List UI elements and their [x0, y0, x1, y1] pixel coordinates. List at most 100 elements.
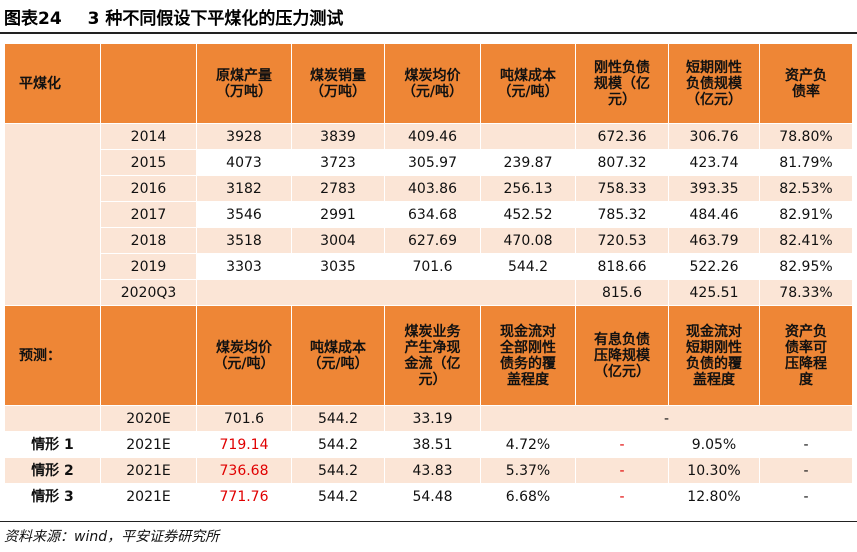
header-line: 负债的覆	[686, 355, 742, 372]
debt-ratio-cell: 78.80%	[759, 123, 853, 150]
cost-cell	[480, 123, 576, 150]
year-cell: 2021E	[100, 483, 197, 510]
cover-short-cell: 12.80%	[668, 483, 760, 510]
debt-ratio-cell: 82.53%	[759, 175, 853, 202]
short-debt-cell: 484.46	[668, 201, 760, 228]
header-line: （元/吨）	[213, 355, 275, 372]
cost-cell: 544.2	[291, 405, 385, 432]
forecast-header-row: 预测： 煤炭均价 （元/吨） 吨煤成本 （元/吨） 煤炭业务 产生净现 金流（亿 元） 现金流对全…	[4, 305, 853, 406]
cost-cell: 452.52	[480, 201, 576, 228]
price-cell: 634.68	[384, 201, 481, 228]
output-cell: 3303	[196, 253, 292, 280]
price-cell: 627.69	[384, 227, 481, 254]
year-cell: 2017	[100, 201, 197, 228]
rigid-debt-cell: 672.36	[575, 123, 669, 150]
header-cell: 煤炭业务 产生净现 金流（亿 元）	[384, 305, 481, 406]
cost-cell: 544.2	[291, 431, 385, 458]
year-cell: 2019	[100, 253, 197, 280]
cover-short-cell: 10.30%	[668, 457, 760, 484]
table-row: 2016 3182 2783 403.86 256.13 758.33 393.35 82.5…	[5, 175, 853, 202]
debt-ratio-cell: 82.41%	[759, 227, 853, 254]
header-line: （元/吨）	[497, 83, 559, 100]
header-line: 盖程度	[507, 371, 549, 388]
header-line: 吨煤成本	[500, 67, 556, 84]
cashflow-cell: 33.19	[384, 405, 481, 432]
header-line: 资产负	[785, 67, 827, 84]
header-line: 盖程度	[693, 371, 735, 388]
header-cell: 现金流对 短期刚性 负债的覆 盖程度	[668, 305, 760, 406]
output-cell: 3928	[196, 123, 292, 150]
cashflow-cell: 38.51	[384, 431, 481, 458]
cost-cell: 544.2	[480, 253, 576, 280]
short-debt-cell: 306.76	[668, 123, 760, 150]
debt-reduce-cell: -	[575, 457, 669, 484]
price-cell: 305.97	[384, 149, 481, 176]
header-line: 现金流对	[500, 323, 556, 340]
short-debt-cell: 522.26	[668, 253, 760, 280]
sales-cell: 3004	[291, 227, 385, 254]
price-cell: 719.14	[196, 431, 292, 458]
price-cell: 736.68	[196, 457, 292, 484]
header-cell: 资产负 债率	[759, 43, 853, 124]
rigid-debt-cell: 720.53	[575, 227, 669, 254]
header-line: （元/吨）	[401, 83, 464, 100]
table-body: 平煤化 原煤产量 （万吨） 煤炭销量 （万吨） 煤炭均价 （元/吨） 吨煤成本 （元/吨…	[4, 43, 853, 510]
header-line: 元）	[608, 91, 636, 108]
rigid-debt-cell: 815.6	[575, 279, 669, 306]
scenario-row: 情形 3 2021E 771.76 544.2 54.48 6.68% -12.80% -	[4, 483, 853, 510]
blank-header-cell	[100, 305, 197, 406]
header-line: 元）	[418, 371, 447, 388]
table-row: 2017 3546 2991 634.68 452.52 785.32 484.46 82.9…	[5, 201, 853, 228]
price-cell: 403.86	[384, 175, 481, 202]
scenario-label: 情形 2	[4, 457, 101, 484]
year-cell: 2020Q3	[100, 279, 197, 306]
sales-cell: 3035	[291, 253, 385, 280]
header-line: 金流（亿	[404, 355, 461, 372]
output-cell: 3182	[196, 175, 292, 202]
short-debt-cell: 425.51	[668, 279, 760, 306]
header-cell: 现金流对 全部刚性 债务的覆 盖程度	[480, 305, 576, 406]
debt-ratio-cell: 82.95%	[759, 253, 853, 280]
header-line: 原煤产量	[216, 67, 272, 84]
header-line: 煤炭业务	[404, 323, 461, 340]
header-line: 煤炭均价	[404, 67, 461, 84]
sales-cell: 3839	[291, 123, 385, 150]
header-cell: 有息负债 压降规模 （亿元）	[575, 305, 669, 406]
debt-ratio-cell: 78.33%	[759, 279, 853, 306]
rigid-debt-cell: 785.32	[575, 201, 669, 228]
header-cell: 刚性负债 规模（亿 元）	[575, 43, 669, 124]
source-note: 资料来源：wind，平安证券研究所	[4, 529, 220, 545]
year-cell: 2014	[100, 123, 197, 150]
cover-all-cell: 6.68%	[480, 483, 576, 510]
forecast-row-label: 预测：	[4, 305, 101, 406]
cost-cell: 256.13	[480, 175, 576, 202]
header-line: （亿元）	[594, 363, 650, 380]
ratio-drop-cell: -	[759, 483, 853, 510]
year-cell: 2016	[100, 175, 197, 202]
header-line: 债率	[792, 83, 820, 100]
bottom-rule	[0, 521, 857, 522]
year-cell: 2020E	[100, 405, 197, 432]
sales-cell: 2991	[291, 201, 385, 228]
header-line: 刚性负债	[594, 59, 650, 76]
figure-number: 图表24	[4, 9, 62, 29]
header-line: 资产负	[785, 323, 827, 340]
price-cell: 701.6	[384, 253, 481, 280]
price-cell: 771.76	[196, 483, 292, 510]
header-line: 现金流对	[686, 323, 742, 340]
table-row: 2018 3518 3004 627.69 470.08 720.53 463.79 82.4…	[5, 227, 853, 254]
short-debt-cell: 423.74	[668, 149, 760, 176]
debt-reduce-cell: -	[575, 431, 669, 458]
debt-ratio-cell: 81.79%	[759, 149, 853, 176]
ratio-drop-cell: -	[759, 457, 853, 484]
header-line: 规模（亿	[594, 75, 650, 92]
year-cell: 2021E	[100, 431, 197, 458]
historical-header-row: 平煤化 原煤产量 （万吨） 煤炭销量 （万吨） 煤炭均价 （元/吨） 吨煤成本 （元/吨…	[4, 43, 853, 124]
header-line: 压降规模	[594, 347, 650, 364]
header-cell: 资产负 债率可 压降程度	[759, 305, 853, 406]
year-cell: 2021E	[100, 457, 197, 484]
short-debt-cell: 463.79	[668, 227, 760, 254]
header-line: （亿元）	[686, 91, 742, 108]
ratio-drop-cell: -	[759, 431, 853, 458]
